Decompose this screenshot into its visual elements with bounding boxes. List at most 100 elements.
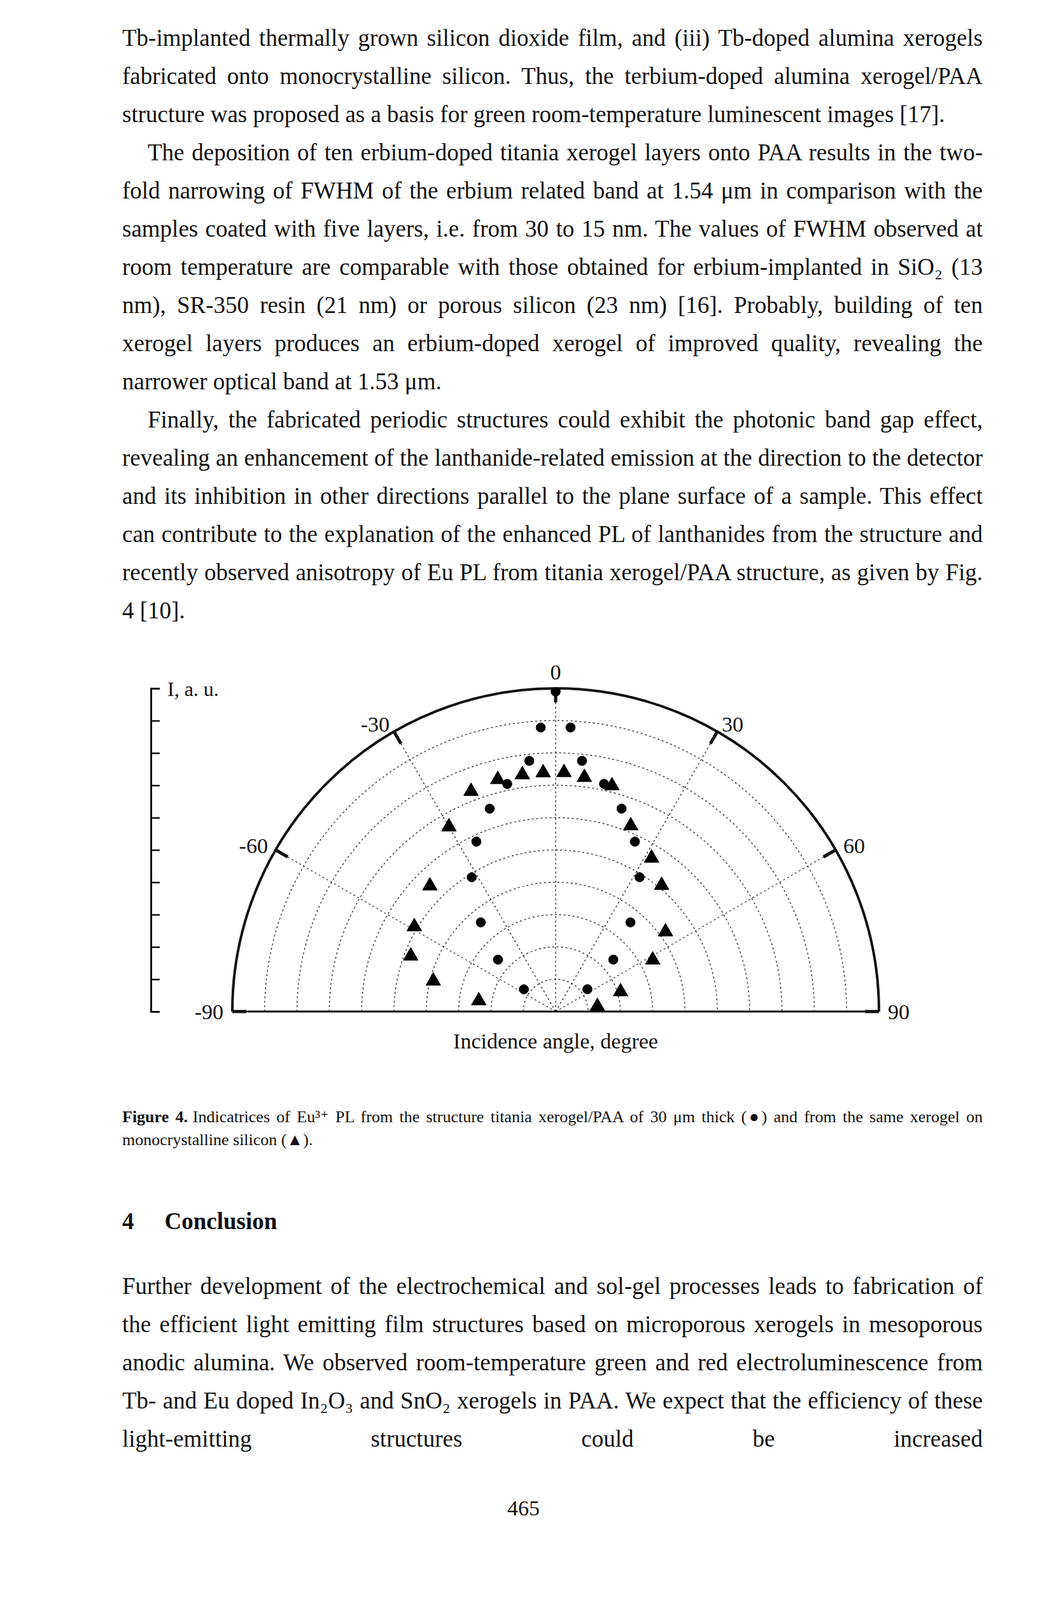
grid-spoke (555, 850, 836, 1012)
radial-tick (150, 915, 160, 916)
grid-ring (264, 721, 847, 1012)
angle-tick-label: -60 (239, 834, 268, 858)
marker (590, 998, 605, 1012)
page: Tb-implanted thermally grown silicon dio… (0, 0, 1047, 1600)
marker (403, 947, 419, 961)
marker (535, 764, 551, 778)
caption-label: Figure 4. (122, 1108, 188, 1127)
marker (623, 817, 638, 831)
series (467, 687, 645, 995)
grid-ring (232, 688, 879, 1012)
radial-tick (150, 785, 160, 787)
marker (490, 771, 506, 785)
marker (645, 952, 661, 965)
paragraph: Finally, the fabricated periodic structu… (122, 400, 983, 631)
marker (463, 782, 479, 796)
section-title: Conclusion (164, 1208, 278, 1235)
angle-tick-label: -30 (360, 712, 390, 737)
radial-tick-mark (150, 688, 160, 690)
grid-spoke (275, 850, 556, 1012)
grid-spoke (555, 731, 718, 1012)
radial-tick (150, 947, 160, 948)
angle-tick (275, 850, 288, 858)
grid-spoke (393, 731, 556, 1012)
radial-tick (150, 721, 160, 722)
marker (406, 918, 422, 932)
angle-axis-title: Incidence angle, degree (453, 1029, 659, 1054)
frame-base (232, 1011, 879, 1014)
angle-tick (710, 731, 718, 745)
paragraph: The deposition of ten erbium-doped titan… (122, 133, 983, 401)
section-number: 4 (122, 1208, 135, 1235)
radial-tick (150, 850, 160, 851)
caption: Figure 4.Indicatrices of Eu³⁺ PL from th… (122, 1106, 983, 1153)
marker (577, 756, 587, 767)
marker (524, 756, 535, 767)
radial-tick-mark (150, 849, 160, 852)
marker (551, 687, 561, 697)
marker (476, 918, 486, 928)
angle-tick-label: 60 (843, 834, 865, 858)
marker (604, 777, 620, 791)
marker (471, 992, 487, 1006)
radial-tick-mark (150, 752, 160, 755)
marker (616, 804, 627, 815)
marker (583, 985, 593, 995)
paragraph: Further development of the electrochemic… (122, 1267, 983, 1459)
radial-tick-mark (150, 947, 160, 949)
radial-tick (150, 1011, 160, 1013)
radial-axis-title: I, a. u. (167, 677, 219, 701)
radial-tick-mark (150, 978, 160, 981)
marker (565, 723, 576, 733)
marker (441, 818, 457, 832)
radial-tick-mark (150, 785, 160, 788)
angle-tick-label: 0 (550, 660, 562, 685)
angle-tick-label: -90 (194, 1000, 224, 1025)
marker (484, 804, 495, 815)
angle-tick-label: 30 (721, 712, 744, 737)
marker (493, 955, 503, 965)
radial-tick (150, 979, 160, 981)
angle-tick (864, 1010, 879, 1014)
marker (644, 849, 659, 863)
marker (514, 766, 530, 780)
radial-tick-mark (150, 1011, 160, 1014)
radial-tick-mark (150, 882, 160, 885)
radial-tick-mark (150, 914, 160, 917)
polar-chart: -90-60-300306090I, a. u.Incidence angle,… (0, 636, 1047, 1083)
paragraph: Tb-implanted thermally grown silicon dio… (122, 19, 983, 134)
angle-tick (393, 731, 401, 745)
frame-arc (232, 688, 879, 1012)
radial-tick-mark (150, 817, 160, 820)
radial-tick (150, 882, 160, 884)
marks (403, 687, 673, 1012)
marker (658, 923, 673, 937)
marker (556, 764, 572, 778)
marker (535, 723, 546, 733)
marker (471, 837, 482, 848)
marker (635, 873, 645, 883)
radial-axis (150, 689, 160, 1013)
body-text: Tb-implanted thermally grown silicon dio… (122, 19, 983, 631)
marker (625, 918, 636, 928)
marker (612, 983, 628, 997)
grid-spoke (555, 688, 556, 1012)
radial-tick (150, 817, 160, 819)
radial-tick (150, 753, 160, 755)
grid (232, 688, 879, 1012)
section-heading: 4 Conclusion (122, 1208, 983, 1236)
radial-axis-line (151, 689, 161, 1013)
marker (608, 955, 619, 965)
radial-tick (150, 688, 160, 690)
angle-tick (232, 1010, 247, 1014)
marker (519, 985, 529, 995)
marker (422, 877, 438, 891)
radial-tick-mark (150, 720, 160, 723)
section-body: Further development of the electrochemic… (122, 1267, 983, 1459)
series (403, 764, 673, 1012)
caption-text: Indicatrices of Eu³⁺ PL from the structu… (122, 1108, 983, 1150)
marker (630, 837, 640, 848)
marker (467, 873, 477, 883)
page-number: 465 (0, 1496, 1047, 1522)
marker (425, 973, 441, 986)
